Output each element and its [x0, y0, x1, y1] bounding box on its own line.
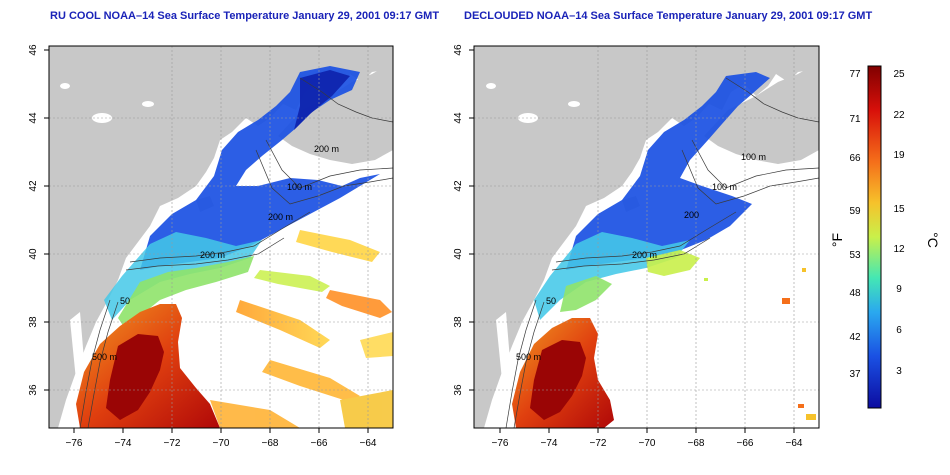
left-contour-label-3: 200 m — [200, 250, 225, 260]
left-bathymetry-contours — [79, 77, 393, 428]
right-x-tick-4: −70 — [639, 438, 656, 449]
left-x-tick-1: −76 — [66, 438, 83, 449]
c-tick-6: 9 — [896, 284, 902, 295]
colorbar-gradient — [867, 65, 882, 409]
right-y-tick-5: 44 — [453, 112, 464, 124]
fahrenheit-unit-label: °F — [829, 233, 845, 247]
right-y-tick-1: 36 — [453, 384, 464, 396]
f-tick-8: 37 — [849, 369, 861, 380]
right-bathymetry-contours — [505, 77, 819, 428]
left-nova-scotia — [278, 62, 393, 164]
f-tick-4: 59 — [849, 206, 861, 217]
c-tick-3: 19 — [893, 150, 905, 161]
c-tick-4: 15 — [893, 204, 905, 215]
right-y-tick-2: 38 — [453, 316, 464, 328]
right-y-tick-6: 46 — [453, 44, 464, 56]
right-scattered-pixels — [704, 268, 816, 420]
left-contour-label-1: 100 m — [287, 182, 312, 192]
left-x-tick-4: −70 — [213, 438, 230, 449]
left-x-tick-5: −68 — [262, 438, 279, 449]
f-tick-6: 48 — [849, 288, 861, 299]
c-tick-5: 12 — [893, 244, 905, 255]
right-lake-2 — [568, 101, 580, 107]
c-tick-2: 22 — [893, 110, 905, 121]
celsius-unit-label: °C — [925, 232, 941, 248]
right-contour-label-2: 100 m — [712, 182, 737, 192]
right-x-tick-5: −68 — [688, 438, 705, 449]
right-contour-label-1: 100 m — [741, 152, 766, 162]
right-green-coast — [560, 276, 612, 312]
right-y-tick-3: 40 — [453, 248, 464, 260]
f-tick-5: 53 — [849, 250, 861, 261]
left-cold-deep — [294, 70, 350, 130]
celsius-ticks: 25 22 19 15 12 9 6 3 — [893, 69, 905, 377]
f-tick-7: 42 — [849, 332, 861, 343]
left-y-tick-3: 40 — [28, 248, 39, 260]
right-map-panel: 100 m 100 m 200 200 m 500 m 50 −76 −74 −… — [453, 44, 820, 449]
right-land-mass — [474, 46, 819, 428]
right-grid — [474, 46, 819, 428]
left-y-tick-4: 42 — [28, 180, 39, 192]
c-tick-8: 3 — [896, 366, 902, 377]
left-contour-label-2: 200 m — [268, 212, 293, 222]
left-lake-2 — [142, 101, 154, 107]
right-lake-3 — [486, 83, 496, 89]
left-land-mass — [49, 46, 393, 428]
f-tick-3: 66 — [849, 153, 861, 164]
left-x-tick-3: −72 — [164, 438, 181, 449]
temperature-colorbar: 77 71 66 59 53 48 42 37 25 22 19 15 12 9… — [829, 65, 941, 409]
left-y-tick-5: 44 — [28, 112, 39, 124]
right-chesapeake-bay — [496, 312, 510, 380]
left-y-tick-2: 38 — [28, 316, 39, 328]
right-cold-shelf — [566, 72, 770, 270]
left-grid — [49, 46, 393, 428]
left-chesapeake-bay — [70, 312, 84, 380]
right-contour-label-5: 500 m — [516, 352, 541, 362]
right-y-tick-4: 42 — [453, 180, 464, 192]
right-x-tick-3: −72 — [590, 438, 607, 449]
left-x-tick-6: −66 — [311, 438, 328, 449]
left-map-title: RU COOL NOAA–14 Sea Surface Temperature … — [50, 10, 440, 22]
right-y-axis: 36 38 40 42 44 46 — [453, 44, 474, 396]
right-contour-label-4: 200 m — [632, 250, 657, 260]
right-green-band — [646, 250, 700, 276]
right-x-axis: −76 −74 −72 −70 −68 −66 −64 — [492, 428, 803, 449]
left-gulf-core — [106, 334, 164, 420]
f-tick-2: 71 — [849, 114, 861, 125]
left-cold-shelf — [140, 66, 380, 270]
right-x-tick-7: −64 — [786, 438, 803, 449]
right-x-tick-1: −76 — [492, 438, 509, 449]
right-x-tick-2: −74 — [541, 438, 558, 449]
f-tick-1: 77 — [849, 69, 861, 80]
left-contour-label-4: 200 m — [314, 144, 339, 154]
left-y-axis: 36 38 40 42 44 46 — [28, 44, 49, 396]
left-map-panel: 100 m 200 m 200 m 200 m 50 500 m −76 −74… — [28, 44, 394, 449]
right-gulf-core — [530, 340, 586, 420]
right-contour-label-6: 50 — [546, 296, 556, 306]
fahrenheit-ticks: 77 71 66 59 53 48 42 37 — [849, 69, 861, 380]
left-x-tick-7: −64 — [360, 438, 377, 449]
c-tick-1: 25 — [893, 69, 905, 80]
right-contour-label-3: 200 — [684, 210, 699, 220]
left-contour-label-6: 500 m — [92, 352, 117, 362]
left-contour-label-5: 50 — [120, 296, 130, 306]
right-x-tick-6: −66 — [737, 438, 754, 449]
left-lake-3 — [60, 83, 70, 89]
c-tick-7: 6 — [896, 325, 902, 336]
left-cloud-streaks — [210, 230, 393, 428]
left-y-tick-6: 46 — [28, 44, 39, 56]
left-x-axis: −76 −74 −72 −70 −68 −66 −64 — [66, 428, 377, 449]
left-green-band — [118, 256, 254, 330]
left-y-tick-1: 36 — [28, 384, 39, 396]
right-nova-scotia — [704, 62, 819, 164]
right-map-title: DECLOUDED NOAA–14 Sea Surface Temperatur… — [464, 10, 873, 22]
left-x-tick-2: −74 — [115, 438, 132, 449]
